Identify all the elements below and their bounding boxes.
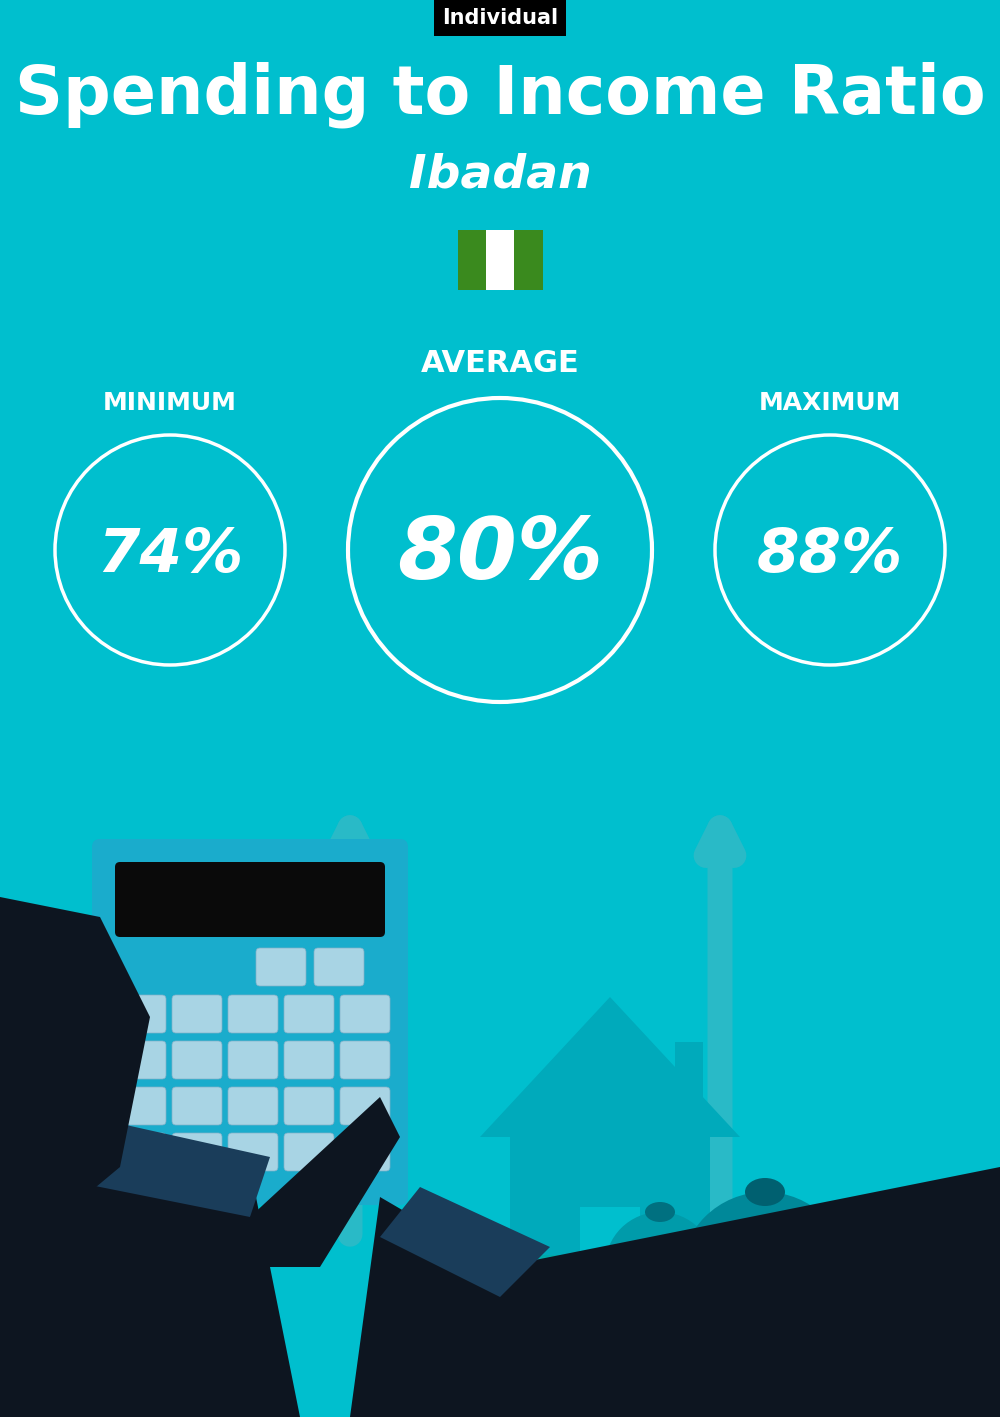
Text: Spending to Income Ratio: Spending to Income Ratio	[15, 62, 985, 129]
Bar	[510, 1315, 660, 1325]
Text: Ibadan: Ibadan	[409, 153, 591, 197]
FancyBboxPatch shape	[284, 1041, 334, 1078]
FancyBboxPatch shape	[256, 948, 306, 986]
Bar	[510, 1255, 660, 1265]
Bar	[510, 1291, 660, 1301]
Text: Individual: Individual	[442, 9, 558, 28]
Text: 80%: 80%	[397, 513, 603, 597]
FancyBboxPatch shape	[116, 1087, 166, 1125]
FancyBboxPatch shape	[172, 1134, 222, 1170]
FancyBboxPatch shape	[115, 862, 385, 937]
Bar	[510, 1267, 660, 1277]
FancyBboxPatch shape	[116, 995, 166, 1033]
FancyBboxPatch shape	[340, 1041, 390, 1078]
Bar	[510, 1132, 710, 1316]
Bar	[458, 230, 486, 290]
Polygon shape	[220, 1097, 400, 1267]
Polygon shape	[480, 998, 740, 1136]
Polygon shape	[350, 1168, 1000, 1417]
FancyBboxPatch shape	[284, 1087, 334, 1125]
Polygon shape	[0, 1097, 270, 1217]
FancyBboxPatch shape	[228, 995, 278, 1033]
FancyBboxPatch shape	[340, 995, 390, 1033]
Polygon shape	[0, 1117, 300, 1417]
FancyBboxPatch shape	[228, 1087, 278, 1125]
Ellipse shape	[745, 1178, 785, 1206]
FancyBboxPatch shape	[172, 995, 222, 1033]
Polygon shape	[380, 1187, 550, 1297]
Circle shape	[605, 1212, 715, 1322]
FancyBboxPatch shape	[284, 1134, 334, 1170]
Text: 74%: 74%	[97, 526, 243, 584]
Text: MAXIMUM: MAXIMUM	[759, 391, 901, 415]
Bar	[510, 1326, 660, 1338]
Polygon shape	[0, 897, 150, 1267]
FancyBboxPatch shape	[340, 1087, 390, 1125]
Ellipse shape	[645, 1202, 675, 1221]
FancyBboxPatch shape	[116, 1041, 166, 1078]
Bar	[514, 230, 542, 290]
FancyBboxPatch shape	[92, 839, 408, 1204]
Bar	[675, 1041, 703, 1117]
Bar	[510, 1280, 660, 1289]
Bar	[510, 1304, 660, 1314]
FancyBboxPatch shape	[228, 1041, 278, 1078]
Bar	[580, 1207, 640, 1316]
Text: $: $	[650, 1253, 670, 1281]
FancyBboxPatch shape	[228, 1134, 278, 1170]
Text: 88%: 88%	[757, 526, 903, 584]
Bar	[486, 230, 514, 290]
Text: AVERAGE: AVERAGE	[421, 349, 579, 377]
FancyBboxPatch shape	[172, 1087, 222, 1125]
FancyBboxPatch shape	[284, 995, 334, 1033]
Circle shape	[680, 1192, 850, 1362]
FancyBboxPatch shape	[116, 1134, 166, 1170]
Text: $: $	[748, 1260, 782, 1305]
FancyBboxPatch shape	[314, 948, 364, 986]
FancyBboxPatch shape	[172, 1041, 222, 1078]
Text: MINIMUM: MINIMUM	[103, 391, 237, 415]
FancyBboxPatch shape	[340, 1134, 390, 1170]
